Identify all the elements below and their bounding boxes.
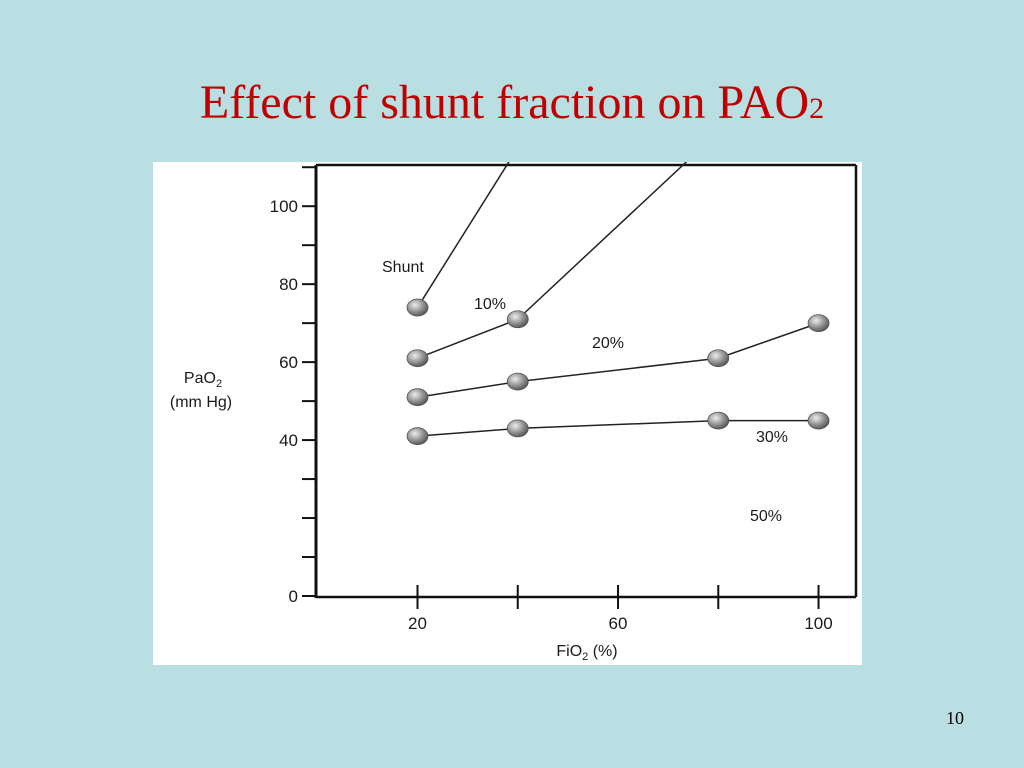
y-axis-unit-label: (mm Hg) [170, 394, 232, 411]
y-tick-label: 100 [270, 197, 298, 216]
y-tick-label: 80 [279, 275, 298, 294]
data-point [406, 349, 429, 368]
data-point [406, 388, 429, 407]
y-tick-label: 60 [279, 353, 298, 372]
series-label: 30% [756, 429, 788, 446]
data-point [707, 349, 730, 368]
x-tick-label: 20 [408, 614, 427, 633]
series-line-10pct [416, 162, 510, 308]
series-label: 50% [750, 508, 782, 525]
slide-title-main: Effect of shunt fraction on PAO [199, 76, 810, 129]
x-tick-label: 100 [804, 614, 832, 633]
data-point [406, 298, 429, 317]
x-axis-label: FiO2 (%) [556, 643, 617, 663]
data-point [506, 372, 529, 391]
y-axis-label: PaO2 [184, 370, 222, 390]
chart-panel: 04060801001202060100PaO2(mm Hg)FiO2 (%)S… [153, 162, 862, 665]
series-label: 20% [592, 335, 624, 352]
legend-title: Shunt [382, 259, 424, 276]
x-tick-label: 60 [609, 614, 628, 633]
y-tick-label: 0 [289, 587, 298, 606]
data-point [506, 419, 529, 438]
data-point [807, 314, 830, 333]
slide-title-subscript: 2 [809, 92, 825, 125]
slide-title: Effect of shunt fraction on PAO2 [0, 74, 1024, 132]
data-point [707, 411, 730, 430]
slide-number: 10 [946, 708, 964, 728]
data-point [406, 427, 429, 446]
shunt-chart: 04060801001202060100PaO2(mm Hg)FiO2 (%)S… [170, 162, 858, 663]
data-point [807, 411, 830, 430]
series-line-50pct [417, 419, 819, 437]
y-tick-label: 40 [279, 431, 298, 450]
data-point [506, 310, 529, 329]
series-line-20pct [417, 162, 688, 359]
series-line-30pct [417, 322, 819, 398]
series-label: 10% [474, 296, 506, 313]
